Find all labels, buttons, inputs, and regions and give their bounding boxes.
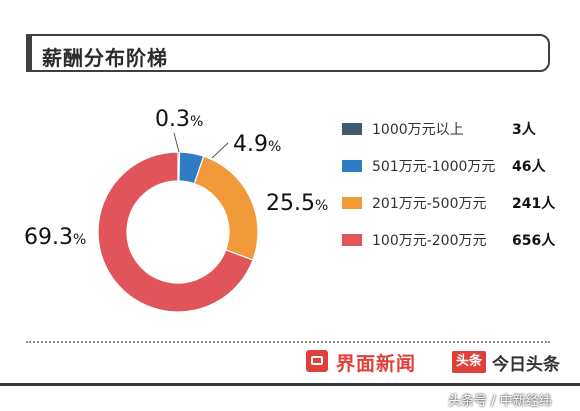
toutiao-brand-name: 今日头条 <box>492 355 560 375</box>
legend-label: 1000万元以上 <box>372 122 464 138</box>
toutiao-logo-icon: 头条 <box>452 351 486 373</box>
legend-item: 100万元-200万元 656人 <box>342 230 562 250</box>
legend-swatch <box>342 197 362 209</box>
leader-line <box>211 142 229 159</box>
legend-label: 501万元-1000万元 <box>372 159 496 175</box>
jiemian-brand-name: 界面新闻 <box>336 353 417 375</box>
footer-bar <box>0 383 580 386</box>
chart-title: 薪酬分布阶梯 <box>42 46 168 70</box>
legend-swatch <box>342 160 362 172</box>
slice-value-label: 0.3% <box>155 107 203 132</box>
legend-item: 1000万元以上 3人 <box>342 119 562 139</box>
watermark: 头条号 / 中新经纬 <box>448 394 552 409</box>
jiemian-logo-icon <box>306 350 328 372</box>
legend-label: 100万元-200万元 <box>372 233 487 249</box>
slice-value-label: 4.9% <box>233 132 281 157</box>
legend-item: 501万元-1000万元 46人 <box>342 156 562 176</box>
legend-swatch <box>342 234 362 246</box>
footer-divider <box>26 341 550 343</box>
legend-count: 656人 <box>512 233 556 249</box>
leader-line <box>173 132 180 153</box>
donut-slice <box>193 155 259 261</box>
slice-value-label: 69.3% <box>24 225 86 250</box>
slice-value-label: 25.5% <box>266 191 328 216</box>
legend-count: 3人 <box>512 122 536 138</box>
legend-count: 46人 <box>512 159 546 175</box>
title-box: 薪酬分布阶梯 <box>26 34 550 72</box>
donut-slice <box>97 151 254 313</box>
legend-count: 241人 <box>512 196 556 212</box>
legend-swatch <box>342 123 362 135</box>
legend-label: 201万元-500万元 <box>372 196 487 212</box>
legend-item: 201万元-500万元 241人 <box>342 193 562 213</box>
